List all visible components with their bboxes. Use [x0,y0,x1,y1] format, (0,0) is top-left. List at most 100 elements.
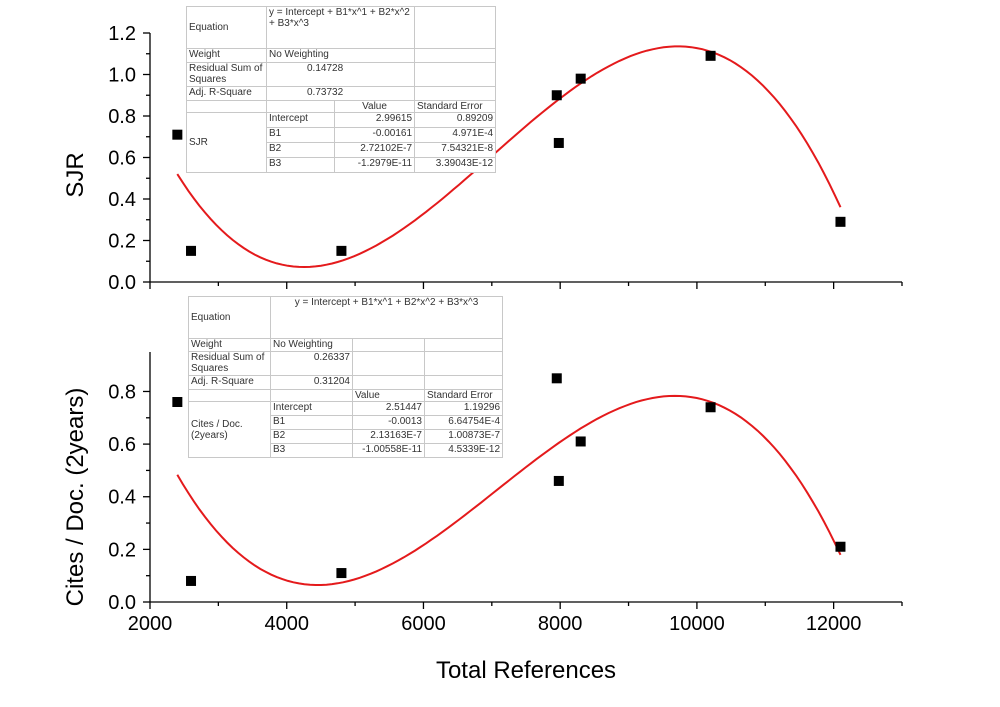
cites-data-point [575,436,586,447]
param-value: 2.13163E-7 [352,429,425,444]
cites-panel: 0.0 0.2 0.4 0.6 0.8 2000 4000 6000 8000 10000 120… [62,352,903,684]
sjr-y-tick-label: 0.8 [108,106,136,128]
rss-value: 0.26337 [270,351,353,376]
sjr-data-point [336,245,347,256]
param-name: B1 [270,415,353,430]
rss-value: 0.14728 [265,62,416,87]
cites-x-tick-label: 2000 [128,613,173,635]
cites-data-point [336,568,347,579]
param-value: 2.51447 [352,401,425,416]
sjr-data-point [705,50,716,61]
weight-label: Weight [186,48,267,63]
param-name: B2 [266,142,335,158]
cites-y-tick-label: 0.8 [108,381,136,403]
sjr-y-axis-title: SJR [62,152,89,197]
cites-data-point [172,397,183,407]
sjr-y-tick-label: 0.2 [108,231,136,253]
param-name: Intercept [266,112,335,128]
cites-y-tick-label: 0.0 [108,592,136,614]
equation-value: y = Intercept + B1*x^1 + B2*x^2 + B3*x^3 [265,6,416,49]
sjr-y-tick-label: 1.2 [108,23,136,45]
table-row: Residual Sum of Squares 0.14728 [186,62,497,87]
cites-x-tick-label: 4000 [264,613,309,635]
table-row: Equation y = Intercept + B1*x^1 + B2*x^2… [188,296,504,339]
sjr-data-point [551,90,562,101]
table-row: B3 -1.2979E-11 3.39043E-12 [187,157,497,173]
cites-fit-curve [176,394,842,586]
r2-label: Adj. R-Square [186,86,267,101]
sjr-data-point [186,245,197,256]
param-name: B2 [270,429,353,444]
param-se: 4.971E-4 [414,127,497,143]
weight-label: Weight [188,338,271,352]
value-header: Value [352,389,425,402]
param-value: 2.99615 [333,112,416,128]
r2-value: 0.31204 [270,375,353,390]
sjr-y-tick-label: 0.6 [108,148,136,170]
sjr-y-tick-label: 0.0 [108,272,136,294]
weight-value: No Weighting [270,338,353,352]
table-row: Cites / Doc. (2years) Intercept 2.51447 … [188,401,504,458]
sjr-fit-curve [176,45,842,269]
sjr-data-point [172,129,183,140]
weight-value: No Weighting [265,48,416,63]
sjr-panel: 0.0 0.2 0.4 0.6 0.8 1.0 1.2 SJR [62,23,903,294]
param-se: 1.00873E-7 [423,429,504,444]
sjr-y-tick-label: 1.0 [108,65,136,87]
equation-label: Equation [186,6,267,49]
sjr-data-point [553,137,564,148]
table-row: SJR Intercept 2.99615 0.89209 [186,112,497,173]
cites-x-ticks: 2000 4000 6000 8000 10000 12000 [128,602,903,635]
sjr-x-ticks [149,282,903,289]
table-row: B2 2.13163E-7 1.00873E-7 [189,429,504,444]
x-axis-title: Total References [436,657,616,684]
param-value: -0.0013 [352,415,425,430]
cites-fit-stats-table: Equation y = Intercept + B1*x^1 + B2*x^2… [188,296,504,458]
sjr-y-ticks: 0.0 0.2 0.4 0.6 0.8 1.0 1.2 [108,23,150,294]
table-row: B2 2.72102E-7 7.54321E-8 [187,142,497,158]
param-se: 6.64754E-4 [423,415,504,430]
param-name: B1 [266,127,335,143]
table-row: Equation y = Intercept + B1*x^1 + B2*x^2… [186,6,497,49]
param-se: 4.5339E-12 [423,443,504,458]
cites-data-point [553,475,564,486]
rss-label: Residual Sum of Squares [188,351,271,376]
table-row: B3 -1.00558E-11 4.5339E-12 [189,443,504,458]
value-header: Value [333,100,416,113]
param-value: 2.72102E-7 [333,142,416,158]
rss-label: Residual Sum of Squares [186,62,267,87]
se-header: Standard Error [423,389,504,402]
table-row: Adj. R-Square 0.31204 [188,375,504,390]
param-se: 3.39043E-12 [414,157,497,173]
cites-x-tick-label: 10000 [669,613,725,635]
r2-value: 0.73732 [265,86,416,101]
param-value: -1.00558E-11 [352,443,425,458]
sjr-y-tick-label: 0.4 [108,189,136,211]
variable-label: Cites / Doc. (2years) [188,401,271,458]
cites-y-tick-label: 0.2 [108,539,136,561]
param-se: 7.54321E-8 [414,142,497,158]
param-se: 0.89209 [414,112,497,128]
sjr-data-point [835,216,846,227]
cites-data-points [172,373,846,586]
cites-y-ticks: 0.0 0.2 0.4 0.6 0.8 [108,381,150,614]
equation-label: Equation [188,296,271,339]
sjr-data-point [575,73,586,84]
r2-label: Adj. R-Square [188,375,271,390]
param-name: B3 [270,443,353,458]
param-value: -1.2979E-11 [333,157,416,173]
cites-y-axis-title: Cites / Doc. (2years) [62,388,89,607]
param-name: B3 [266,157,335,173]
table-row: Weight No Weighting [188,338,504,352]
cites-x-tick-label: 12000 [806,613,862,635]
cites-x-tick-label: 6000 [401,613,446,635]
equation-value: y = Intercept + B1*x^1 + B2*x^2 + B3*x^3 [269,296,504,339]
table-row: Adj. R-Square 0.73732 [186,86,497,101]
variable-label: SJR [186,112,267,173]
sjr-fit-stats-table: Equation y = Intercept + B1*x^1 + B2*x^2… [186,6,497,173]
cites-y-tick-label: 0.6 [108,434,136,456]
cites-data-point [186,575,197,586]
table-row: Weight No Weighting [186,48,497,63]
sjr-data-points [172,50,846,256]
